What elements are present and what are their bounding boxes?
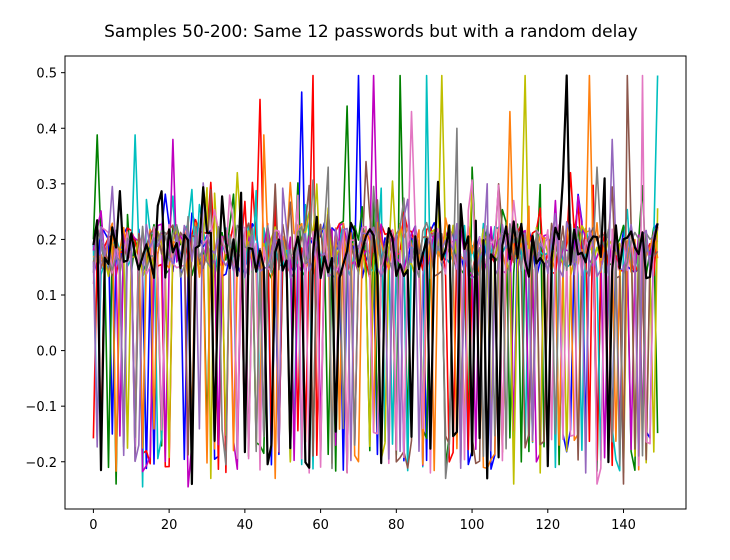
x-tick-label: 120 xyxy=(535,518,560,533)
series-line-10 xyxy=(92,127,659,480)
x-tick-label: 140 xyxy=(611,518,636,533)
y-tick-label: 0.4 xyxy=(36,122,57,137)
x-tick-label: 20 xyxy=(161,518,178,533)
x-axis: 0 20 40 60 80 100 120 140 xyxy=(89,509,636,533)
x-tick-label: 0 xyxy=(89,518,97,533)
y-tick-label: −0.1 xyxy=(25,400,57,415)
y-tick-label: −0.2 xyxy=(25,456,57,471)
y-tick-label: 0.3 xyxy=(36,178,57,193)
x-tick-label: 100 xyxy=(460,518,485,533)
chart-title: Samples 50-200: Same 12 passwords but wi… xyxy=(104,22,638,42)
plot-frame xyxy=(64,55,687,510)
y-tick-label: 0.1 xyxy=(36,289,57,304)
series-line-12 xyxy=(92,74,659,486)
y-tick-label: 0.2 xyxy=(36,233,57,248)
x-tick-label: 80 xyxy=(388,518,405,533)
y-axis: −0.2 −0.1 0.0 0.1 0.2 0.3 0.4 0.5 xyxy=(25,67,65,471)
x-tick-label: 60 xyxy=(312,518,329,533)
x-tick-label: 40 xyxy=(237,518,254,533)
series-lines xyxy=(92,74,659,488)
y-tick-label: 0.5 xyxy=(36,67,57,82)
series-line-8 xyxy=(92,74,659,485)
y-tick-label: 0.0 xyxy=(36,345,57,360)
